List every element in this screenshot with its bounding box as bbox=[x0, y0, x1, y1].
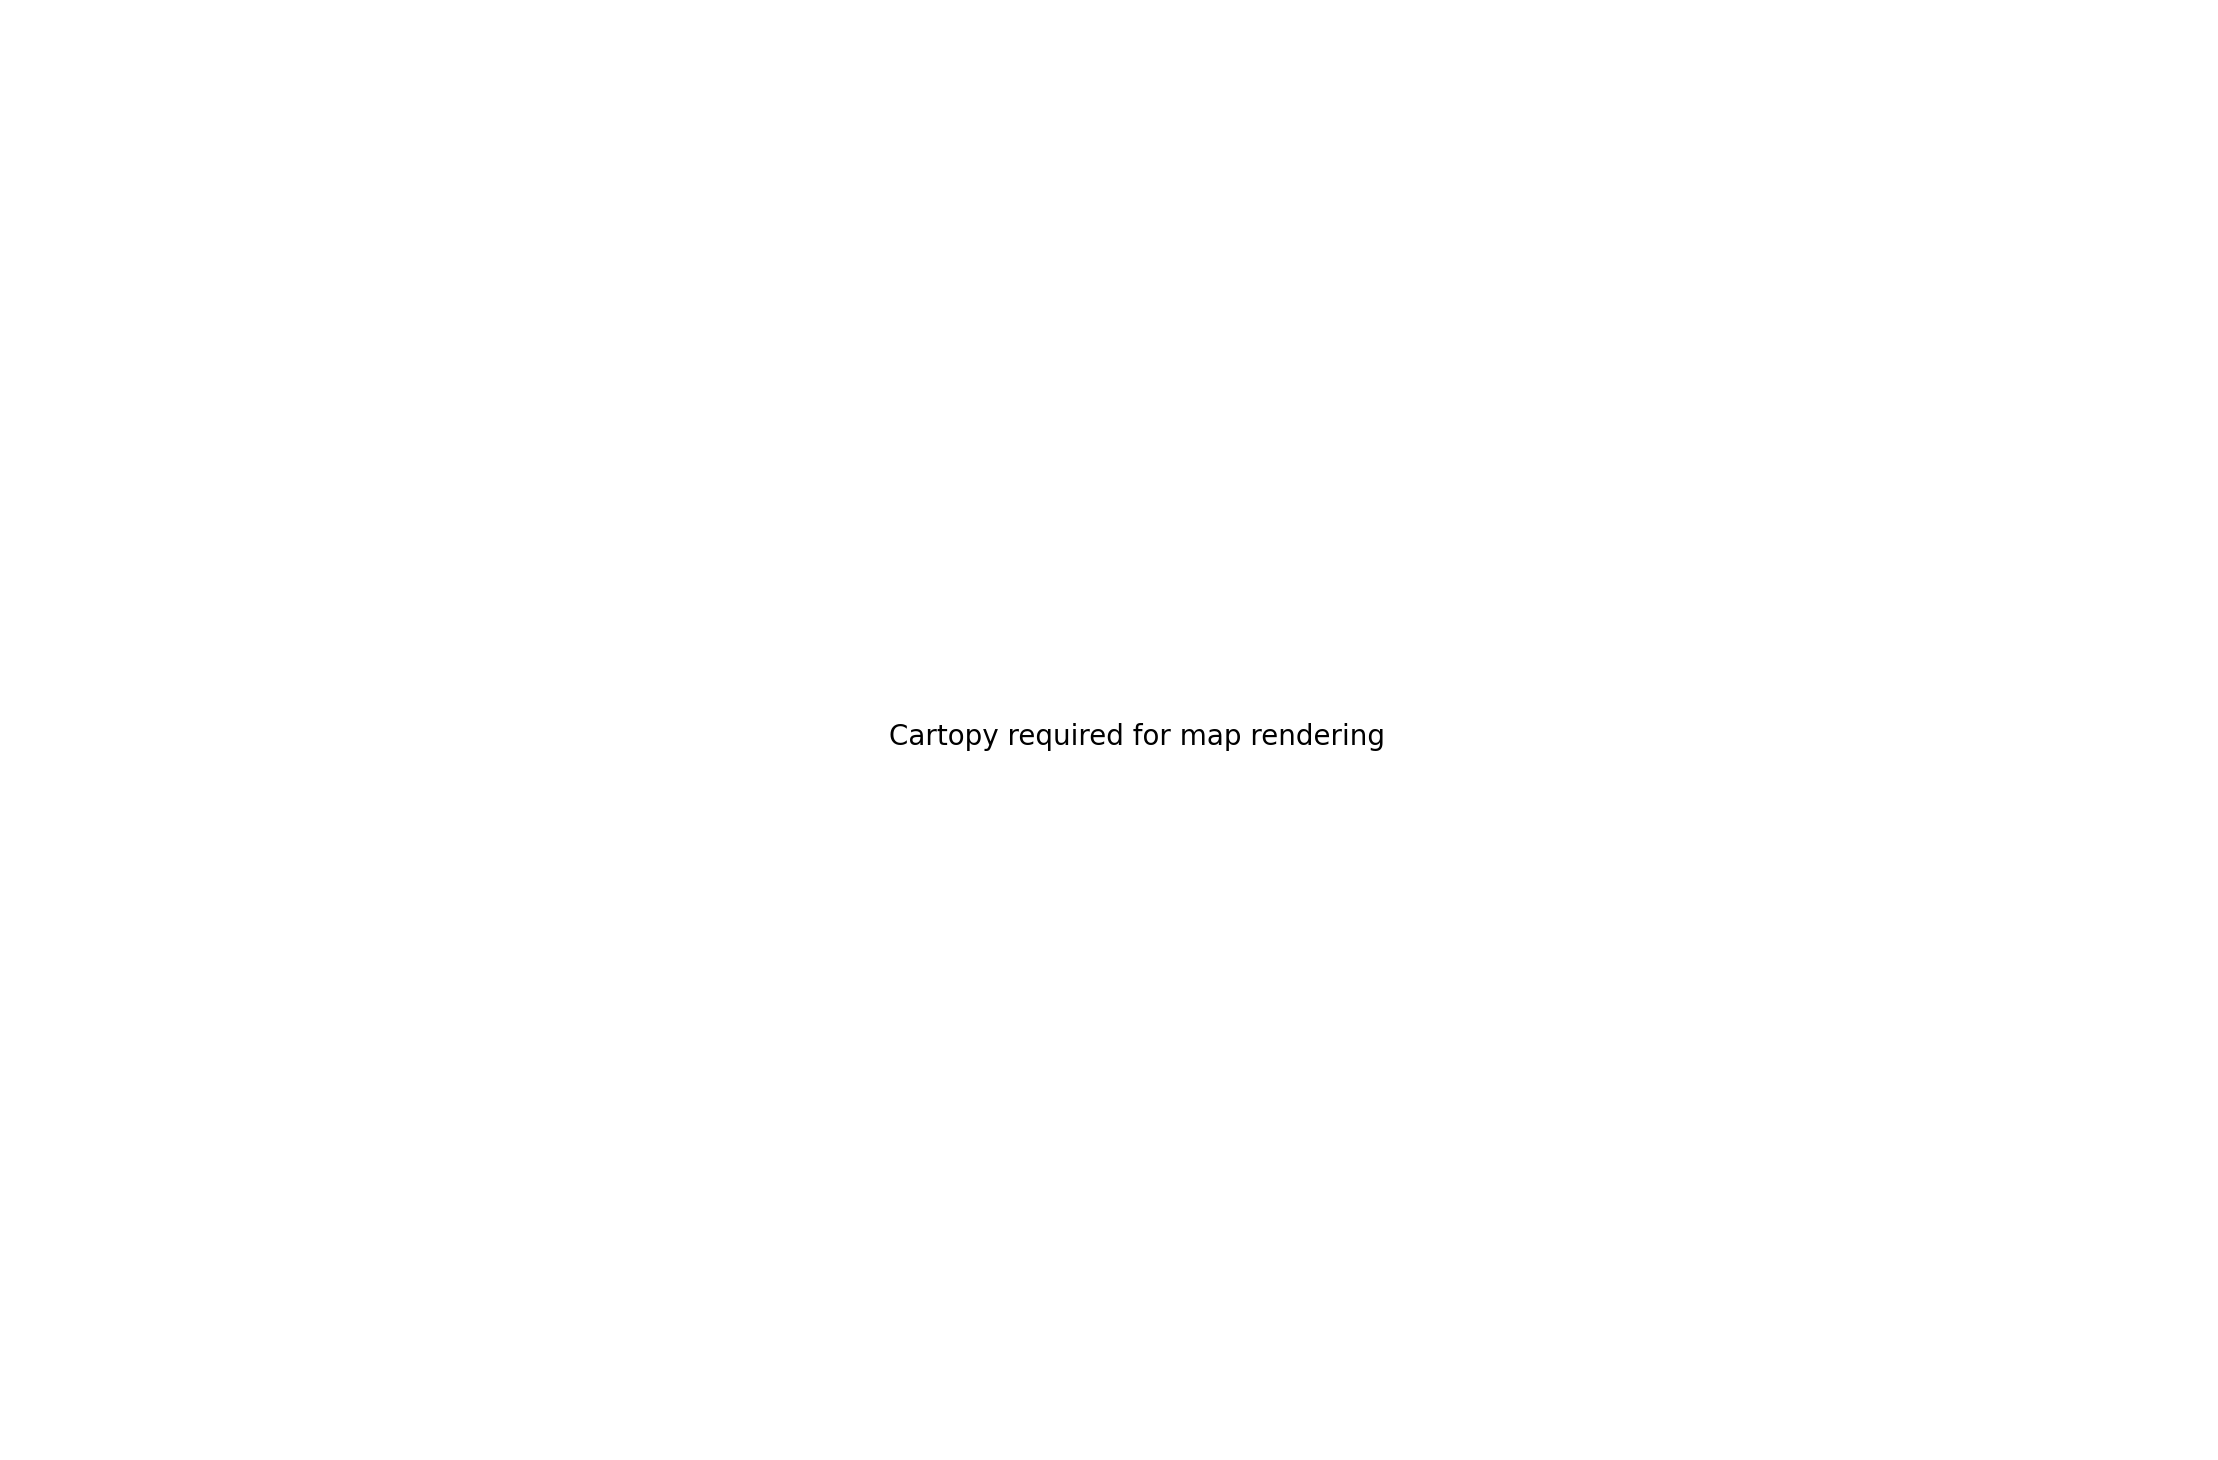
Text: Cartopy required for map rendering: Cartopy required for map rendering bbox=[889, 723, 1384, 752]
